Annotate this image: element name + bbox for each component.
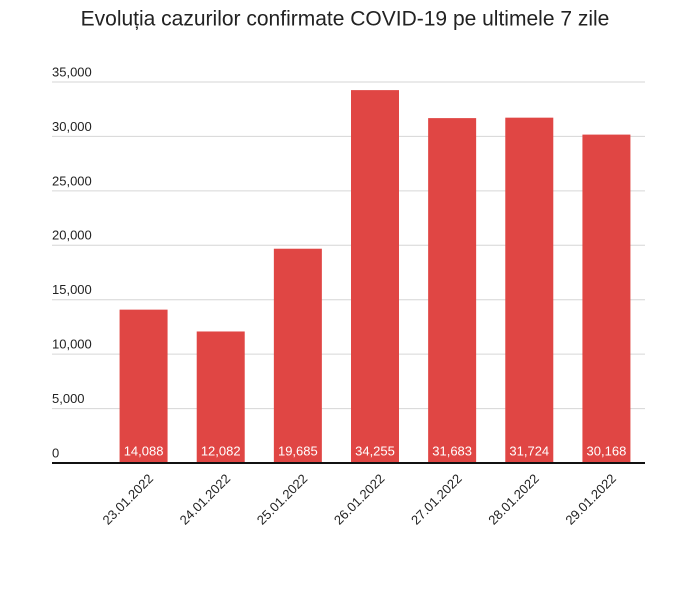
bar: [196, 331, 245, 463]
bar: [119, 309, 168, 463]
y-tick-label: 30,000: [52, 119, 92, 134]
bar: [351, 90, 399, 463]
x-tick-label: 25.01.2022: [254, 471, 311, 528]
y-tick-label: 20,000: [52, 228, 92, 243]
value-label: 34,255: [355, 443, 395, 458]
value-label: 19,685: [278, 443, 318, 458]
x-tick-label: 28.01.2022: [485, 471, 542, 528]
x-tick-label: 29.01.2022: [562, 471, 619, 528]
y-tick-label: 15,000: [52, 282, 92, 297]
x-tick-label: 23.01.2022: [99, 471, 156, 528]
y-tick-label: 25,000: [52, 173, 92, 188]
x-tick-label: 24.01.2022: [177, 471, 234, 528]
y-tick-label: 5,000: [52, 391, 85, 406]
y-tick-label: 35,000: [52, 64, 92, 79]
y-tick-label: 10,000: [52, 337, 92, 352]
y-tick-label: 0: [52, 445, 59, 460]
chart-title: Evoluția cazurilor confirmate COVID-19 p…: [81, 8, 610, 31]
value-label: 30,168: [587, 443, 627, 458]
x-tick-label: 27.01.2022: [408, 471, 465, 528]
bar: [428, 118, 477, 464]
x-tick-label: 26.01.2022: [331, 471, 388, 528]
value-label: 31,724: [509, 443, 549, 458]
value-label: 31,683: [432, 443, 472, 458]
bar: [505, 117, 554, 464]
value-label: 14,088: [124, 443, 164, 458]
value-label: 12,082: [201, 443, 241, 458]
bar: [582, 134, 631, 463]
bar: [273, 248, 322, 463]
